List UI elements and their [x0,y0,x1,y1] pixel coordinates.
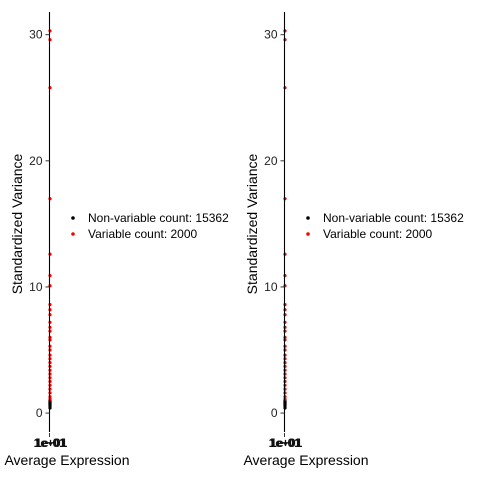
plot-2-y-tick-label: 30 [264,28,278,42]
plot-2-legend-label-2: Variable count: 2000 [323,227,433,241]
plot-2-legend-key-2 [306,232,310,236]
plot-2-y-tick-label: 20 [264,154,278,168]
plot-1-legend-label-1: Non-variable count: 15362 [88,211,229,225]
plot-1-y-tick-label: 30 [29,28,43,42]
plot-2-x-axis-title: Average Expression [243,452,368,468]
plot-1-y-tick-label: 10 [29,280,43,294]
plot-2-y-axis-title: Standardized Variance [244,153,260,294]
plot-2-y-tick-label: 10 [264,280,278,294]
plot-1-y-tick-label: 20 [29,154,43,168]
plot-2-x-tick-label: 1e-01 [270,436,301,450]
plot-1-y-tick-label: 0 [36,406,43,420]
plot-2-legend-key-1 [306,216,310,220]
plot-2-legend-label-1: Non-variable count: 15362 [323,211,464,225]
plot-1-x-tick-label: 1e-01 [35,436,66,450]
plot-1-legend-key-1 [71,216,75,220]
plot-2-y-tick-label: 0 [271,406,278,420]
plot-2-x-tick-label: 1e+01 [269,436,303,450]
plot-1-legend-key-2 [71,232,75,236]
plot-1-x-axis-title: Average Expression [4,452,129,468]
plot-1-legend-label-2: Variable count: 2000 [88,227,198,241]
plot-1-x-tick-label: 1e+01 [34,436,68,450]
plot-1-y-axis-title: Standardized Variance [9,153,25,294]
